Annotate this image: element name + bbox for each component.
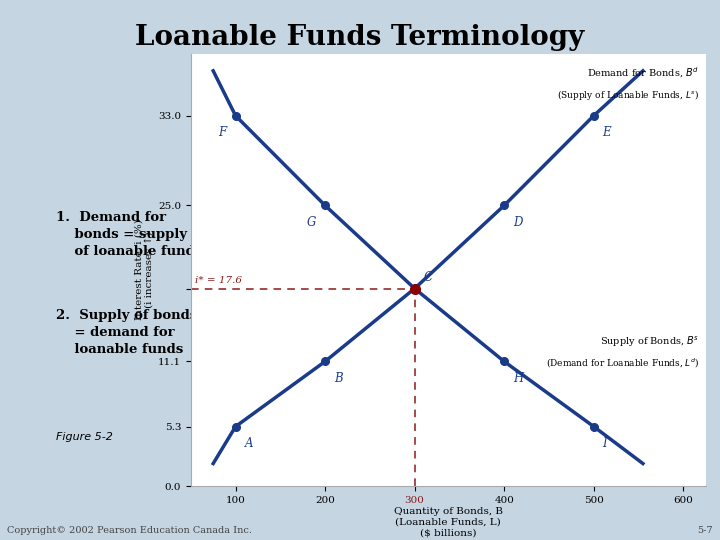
Text: D: D [513,216,523,229]
Text: F: F [218,126,227,139]
Text: Copyright© 2002 Pearson Education Canada Inc.: Copyright© 2002 Pearson Education Canada… [7,525,252,535]
Text: 5-7: 5-7 [697,525,713,535]
Text: B: B [334,372,343,385]
Text: C: C [423,271,433,284]
Text: 2.  Supply of bonds
    = demand for
    loanable funds: 2. Supply of bonds = demand for loanable… [56,309,197,356]
Text: Figure 5-2: Figure 5-2 [56,431,113,442]
Text: 1.  Demand for
    bonds = supply
    of loanable funds: 1. Demand for bonds = supply of loanable… [56,212,202,259]
X-axis label: Quantity of Bonds, B
(Loanable Funds, L)
($ billions): Quantity of Bonds, B (Loanable Funds, L)… [394,508,503,537]
Text: (Supply of Loanable Funds, $L^s$): (Supply of Loanable Funds, $L^s$) [557,87,699,102]
Text: A: A [245,437,253,450]
Text: I: I [603,437,607,450]
Text: G: G [307,216,316,229]
Text: Demand for Bonds, $B^d$: Demand for Bonds, $B^d$ [588,65,699,80]
Text: (Demand for Loanable Funds, $L^d$): (Demand for Loanable Funds, $L^d$) [546,357,699,370]
Y-axis label: Interest Rate, i (%)
(i increases ↑): Interest Rate, i (%) (i increases ↑) [135,220,154,320]
Text: H: H [513,372,523,385]
Text: i* = 17.6: i* = 17.6 [195,276,242,285]
Text: Supply of Bonds, $B^s$: Supply of Bonds, $B^s$ [600,334,699,349]
Text: Loanable Funds Terminology: Loanable Funds Terminology [135,24,585,51]
Text: E: E [603,126,611,139]
